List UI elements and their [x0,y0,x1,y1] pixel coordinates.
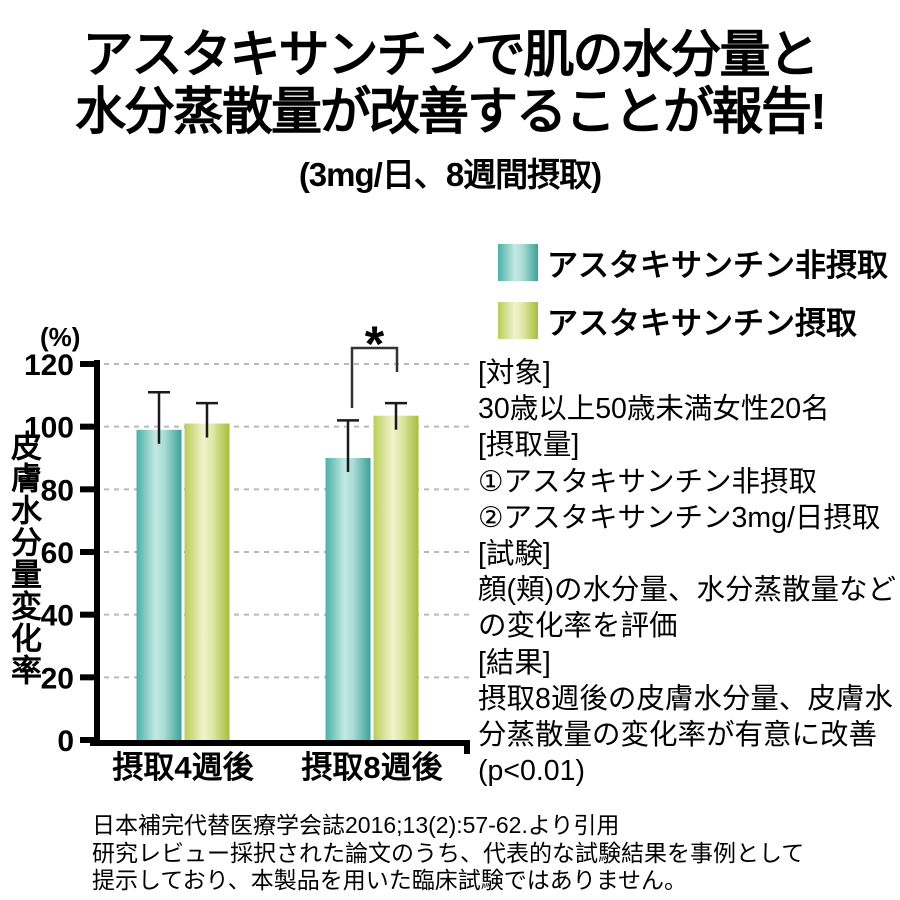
y-tick-label: 80 [41,474,74,507]
y-tick-label: 40 [41,600,74,633]
y-tick [80,361,94,367]
page-title-line2: 水分蒸散量が改善することが報告! [75,83,827,141]
y-tick [80,549,94,555]
x-axis-line [90,740,470,746]
legend-swatch-intake-icon [498,302,538,339]
legend-label-nonintake: アスタキサンチン非摂取 [547,248,888,283]
page-subtitle: (3mg/日、8週間摂取) [298,156,602,194]
x-category-label: 摂取4週後 [112,750,254,785]
bar-chart: 0 20 40 60 80 100 120 摂取4週後 摂取8週後 * [24,316,470,785]
y-tick [80,423,94,430]
legend-swatch-nonintake-icon [498,244,538,281]
y-tick [80,611,94,618]
y-axis-unit-label: (%) [40,322,81,352]
y-axis-line [94,360,100,740]
y-tick-label: 120 [24,349,74,382]
y-axis-title: 皮膚水分量変化率 [6,430,41,686]
bar [325,458,371,740]
y-tick [80,486,94,493]
page-title: アスタキサンチンで肌の水分量と 水分蒸散量が改善することが報告! [0,26,900,140]
y-tick [80,737,94,743]
title-block: アスタキサンチンで肌の水分量と 水分蒸散量が改善することが報告! (3mg/日、8… [0,26,900,196]
y-tick [80,674,94,681]
x-category-label: 摂取8週後 [301,750,443,785]
bar [184,423,230,740]
y-tick-label: 20 [41,662,74,695]
y-tick-label: 100 [24,412,74,445]
significance-marker: * [365,316,385,372]
y-tick-label: 60 [41,537,74,570]
significance-bracket [350,346,399,408]
legend: アスタキサンチン非摂取 アスタキサンチン摂取 [498,240,888,356]
citation-footnote: 日本補完代替医療学会誌2016;13(2):57-62.より引用 研究レビュー採… [92,812,805,893]
bar [136,429,182,740]
y-tick-label: 0 [57,725,74,758]
legend-label-intake: アスタキサンチン摂取 [547,306,857,341]
page-title-line1: アスタキサンチンで肌の水分量と [82,26,819,83]
x-axis-end-tick [464,740,470,754]
bar [373,415,419,740]
legend-item-intake: アスタキサンチン摂取 [498,298,888,343]
study-description: [対象] 30歳以上50歳未満女性20名 [摂取量] ①アスタキサンチン非摂取 … [478,357,896,788]
legend-item-nonintake: アスタキサンチン非摂取 [498,240,888,285]
